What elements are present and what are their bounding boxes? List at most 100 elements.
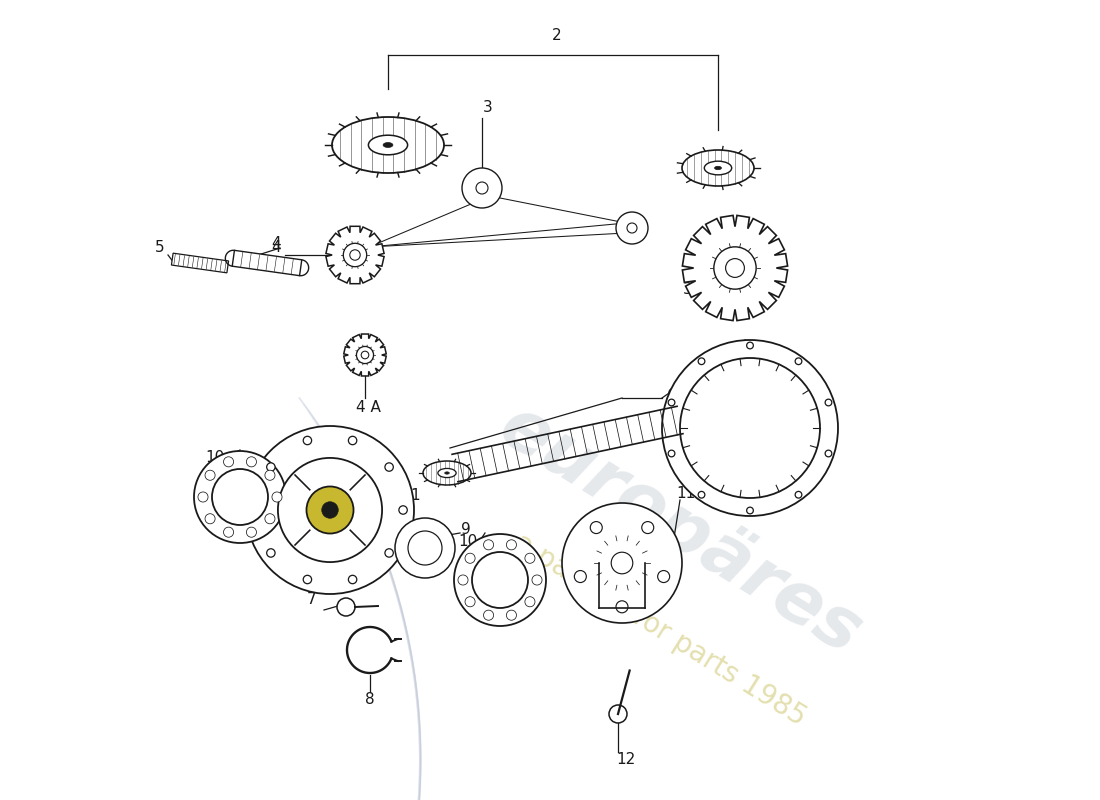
Circle shape xyxy=(278,458,382,562)
Circle shape xyxy=(627,223,637,233)
Circle shape xyxy=(223,527,233,538)
Circle shape xyxy=(472,552,528,608)
Circle shape xyxy=(265,470,275,480)
Circle shape xyxy=(747,507,754,514)
Circle shape xyxy=(506,540,517,550)
Circle shape xyxy=(698,491,705,498)
Circle shape xyxy=(532,575,542,585)
Circle shape xyxy=(454,534,546,626)
Circle shape xyxy=(349,436,356,445)
Text: 3: 3 xyxy=(483,101,493,115)
Circle shape xyxy=(350,250,360,260)
Circle shape xyxy=(266,549,275,557)
Ellipse shape xyxy=(424,461,471,485)
Circle shape xyxy=(304,575,311,584)
Ellipse shape xyxy=(715,166,722,170)
Text: 10: 10 xyxy=(459,534,477,550)
Circle shape xyxy=(356,346,374,363)
Circle shape xyxy=(198,492,208,502)
Circle shape xyxy=(265,514,275,524)
Ellipse shape xyxy=(704,161,732,175)
Text: 12: 12 xyxy=(616,753,636,767)
Text: 2: 2 xyxy=(552,27,562,42)
Circle shape xyxy=(609,705,627,723)
Ellipse shape xyxy=(444,472,449,474)
Text: 4: 4 xyxy=(272,237,280,251)
Circle shape xyxy=(616,212,648,244)
Circle shape xyxy=(825,399,832,406)
Polygon shape xyxy=(682,215,788,321)
Circle shape xyxy=(591,522,603,534)
Circle shape xyxy=(322,502,338,518)
Circle shape xyxy=(408,531,442,565)
Text: 4 A: 4 A xyxy=(355,401,381,415)
Circle shape xyxy=(253,506,261,514)
Text: a passion for parts 1985: a passion for parts 1985 xyxy=(509,529,811,731)
Circle shape xyxy=(726,258,745,278)
Circle shape xyxy=(385,549,394,557)
Circle shape xyxy=(680,358,820,498)
Circle shape xyxy=(795,491,802,498)
Text: 3: 3 xyxy=(683,282,693,298)
Circle shape xyxy=(525,597,535,606)
Circle shape xyxy=(343,243,366,266)
Text: 9: 9 xyxy=(461,522,471,538)
Circle shape xyxy=(349,575,356,584)
Circle shape xyxy=(562,503,682,623)
Text: 8: 8 xyxy=(365,693,375,707)
Circle shape xyxy=(484,610,494,620)
Ellipse shape xyxy=(682,150,754,186)
Circle shape xyxy=(612,552,632,574)
Text: 5: 5 xyxy=(155,241,165,255)
Circle shape xyxy=(574,570,586,582)
Circle shape xyxy=(476,182,488,194)
Circle shape xyxy=(484,540,494,550)
Polygon shape xyxy=(344,334,386,376)
Circle shape xyxy=(825,450,832,457)
Circle shape xyxy=(458,575,468,585)
Circle shape xyxy=(662,340,838,516)
Circle shape xyxy=(465,554,475,563)
Circle shape xyxy=(795,358,802,365)
Circle shape xyxy=(525,554,535,563)
Text: 1: 1 xyxy=(410,489,420,503)
Circle shape xyxy=(307,486,353,534)
Text: 7: 7 xyxy=(307,593,317,607)
Text: 10: 10 xyxy=(206,450,224,466)
Ellipse shape xyxy=(383,142,393,147)
Circle shape xyxy=(714,247,756,289)
Circle shape xyxy=(212,469,268,525)
Circle shape xyxy=(399,506,407,514)
Text: 4: 4 xyxy=(272,241,280,255)
Circle shape xyxy=(668,450,675,457)
Circle shape xyxy=(462,168,502,208)
Ellipse shape xyxy=(368,135,408,154)
Circle shape xyxy=(304,436,311,445)
Ellipse shape xyxy=(438,469,456,478)
Circle shape xyxy=(194,451,286,543)
Circle shape xyxy=(465,597,475,606)
Circle shape xyxy=(395,518,455,578)
Circle shape xyxy=(266,463,275,471)
Text: 11: 11 xyxy=(676,486,695,502)
Circle shape xyxy=(658,570,670,582)
Polygon shape xyxy=(326,226,384,284)
Text: europäres: europäres xyxy=(486,390,874,670)
Circle shape xyxy=(272,492,282,502)
Circle shape xyxy=(205,514,216,524)
Circle shape xyxy=(385,463,394,471)
Polygon shape xyxy=(232,250,301,276)
Circle shape xyxy=(747,342,754,349)
Circle shape xyxy=(246,457,256,467)
Polygon shape xyxy=(172,253,229,273)
Text: 6: 6 xyxy=(667,389,676,403)
Circle shape xyxy=(246,527,256,538)
Circle shape xyxy=(641,522,653,534)
Circle shape xyxy=(205,470,216,480)
Circle shape xyxy=(506,610,517,620)
Circle shape xyxy=(337,598,355,616)
Circle shape xyxy=(616,601,628,613)
Circle shape xyxy=(223,457,233,467)
Circle shape xyxy=(361,351,368,358)
Ellipse shape xyxy=(332,117,444,173)
